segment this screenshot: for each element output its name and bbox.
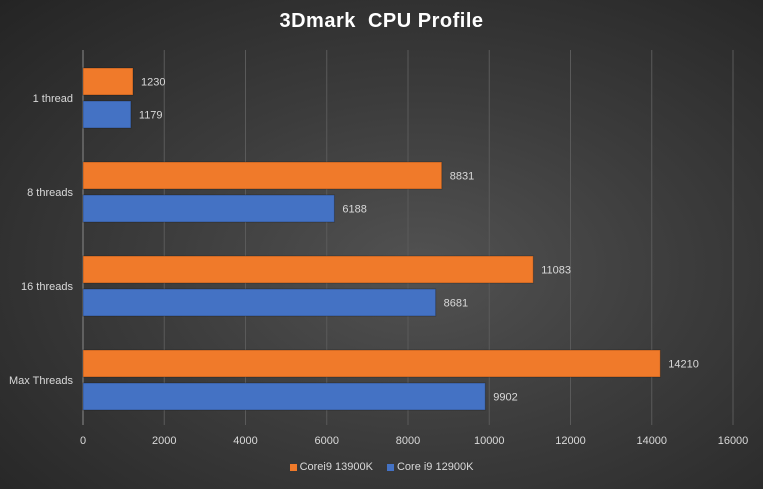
category-label: 8 threads [27, 187, 73, 199]
bar-13900k [82, 255, 534, 284]
bar-13900k [82, 67, 134, 96]
data-label: 8681 [444, 298, 468, 310]
data-label: 11083 [541, 265, 571, 277]
legend-swatch [386, 463, 394, 471]
x-tick-label: 6000 [315, 435, 339, 447]
legend-label: Core i9 12900K [396, 461, 474, 473]
data-label: 9902 [493, 392, 517, 404]
x-tick-label: 10000 [474, 435, 505, 447]
bar-13900k [82, 161, 443, 190]
legend-swatch [289, 463, 297, 471]
category-label: 16 threads [21, 281, 73, 293]
bar-13900k [82, 349, 661, 378]
bar-12900k [82, 382, 486, 411]
data-label: 1179 [139, 110, 163, 122]
chart-title: 3Dmark CPU Profile [279, 10, 484, 32]
data-label: 14210 [668, 359, 699, 371]
x-tick-label: 0 [80, 435, 86, 447]
x-tick-label: 4000 [233, 435, 257, 447]
x-tick-label: 8000 [396, 435, 420, 447]
x-tick-label: 2000 [152, 435, 176, 447]
legend-label: Corei9 13900K [299, 461, 373, 473]
category-label: 1 thread [33, 93, 73, 105]
x-tick-label: 12000 [555, 435, 586, 447]
bar-12900k [82, 194, 335, 223]
data-label: 1230 [141, 77, 165, 89]
x-tick-label: 16000 [718, 435, 749, 447]
bar-12900k [82, 288, 437, 317]
data-label: 8831 [450, 171, 474, 183]
x-tick-label: 14000 [636, 435, 667, 447]
bar-12900k [82, 100, 132, 129]
data-label: 6188 [342, 204, 366, 216]
legend: Corei9 13900K Core i9 12900K [0, 461, 763, 473]
legend-item: Corei9 13900K [289, 461, 373, 473]
legend-item: Core i9 12900K [386, 461, 474, 473]
category-label: Max Threads [9, 375, 73, 387]
